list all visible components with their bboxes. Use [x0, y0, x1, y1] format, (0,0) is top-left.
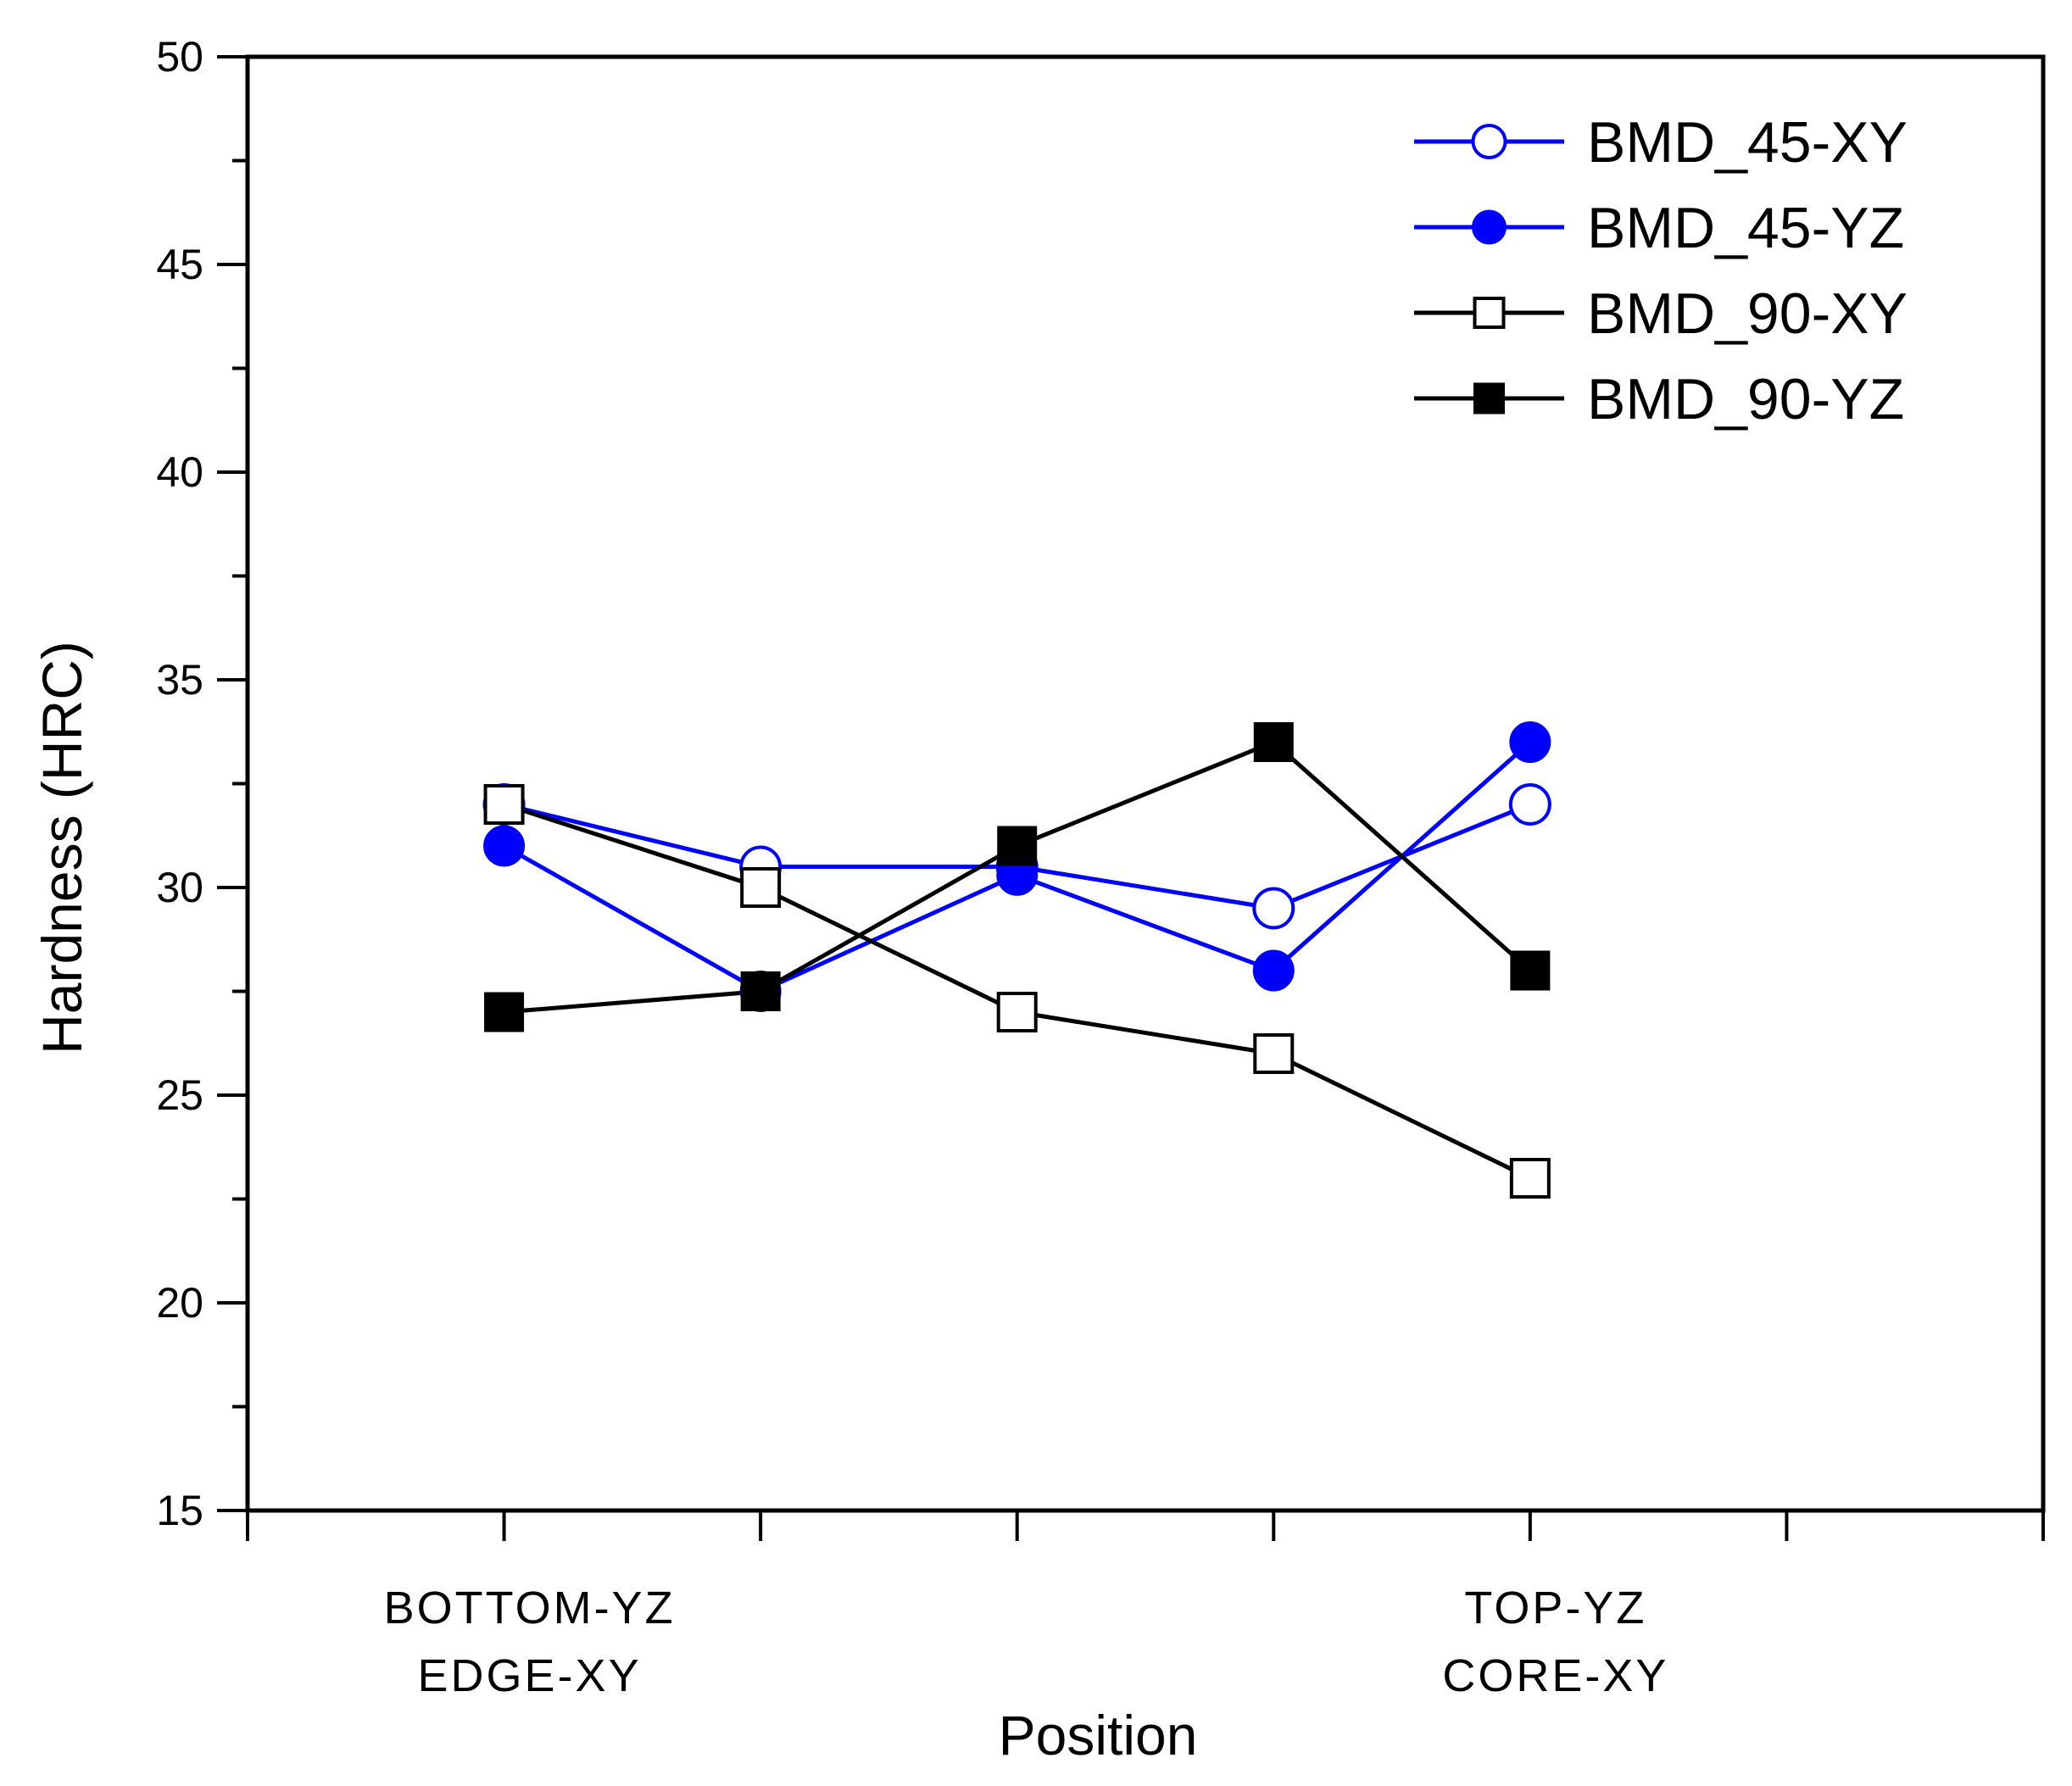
data-point	[483, 784, 525, 825]
series-markers	[484, 722, 1551, 1032]
data-point	[1253, 722, 1294, 762]
y-tick-label: 35	[156, 656, 203, 704]
data-point	[1510, 950, 1551, 991]
data-point	[1473, 297, 1506, 329]
data-point	[1473, 382, 1505, 415]
data-point	[483, 825, 526, 867]
plot-frame	[245, 54, 2046, 1513]
data-point	[1252, 949, 1295, 992]
data-point	[1509, 721, 1551, 763]
y-tick-label: 20	[156, 1279, 203, 1327]
x-axis: BOTTOM-YZ EDGE-XY TOP-YZ CORE-XY	[246, 1511, 2045, 1701]
series-markers	[483, 784, 1551, 1199]
y-tick-label: 15	[156, 1487, 203, 1534]
data-point	[1509, 1158, 1551, 1199]
data-point	[997, 826, 1038, 866]
y-tick-label: 50	[156, 33, 203, 81]
x-category-label: EDGE-XY	[418, 1650, 642, 1701]
legend-label: BMD_45-YZ	[1587, 196, 1904, 260]
y-tick-label: 30	[156, 864, 203, 911]
data-point	[1253, 1033, 1295, 1074]
y-axis: 15 20 25 30 35 40 45 50	[156, 33, 248, 1534]
legend: BMD_45-XY BMD_45-YZ BMD_90-XY BMD_90-YZ	[1414, 110, 1908, 431]
legend-label: BMD_90-XY	[1587, 281, 1908, 346]
data-point	[484, 992, 525, 1032]
legend-entry: BMD_45-YZ	[1414, 196, 1904, 260]
legend-label: BMD_45-XY	[1587, 110, 1908, 175]
legend-entry: BMD_90-YZ	[1414, 367, 1904, 431]
data-point	[1252, 887, 1295, 930]
data-point	[1508, 783, 1551, 826]
legend-entry: BMD_90-XY	[1414, 281, 1908, 346]
x-axis-title: Position	[999, 1704, 1198, 1767]
y-tick-label: 40	[156, 448, 203, 496]
data-point	[1471, 124, 1507, 159]
y-tick-label: 45	[156, 241, 203, 288]
legend-label: BMD_90-YZ	[1587, 367, 1904, 431]
data-point	[740, 867, 782, 908]
plot-area-border	[245, 54, 2046, 1513]
y-axis-title: Hardness (HRC)	[31, 641, 93, 1054]
legend-entry: BMD_45-XY	[1414, 110, 1908, 175]
x-category-label: CORE-XY	[1442, 1650, 1668, 1701]
x-category-label: BOTTOM-YZ	[384, 1583, 676, 1633]
data-point	[740, 971, 781, 1011]
data-point	[1472, 209, 1507, 245]
x-category-label: TOP-YZ	[1464, 1583, 1646, 1633]
data-point	[996, 992, 1038, 1032]
data-series	[482, 721, 1551, 1199]
y-tick-label: 25	[156, 1071, 203, 1119]
